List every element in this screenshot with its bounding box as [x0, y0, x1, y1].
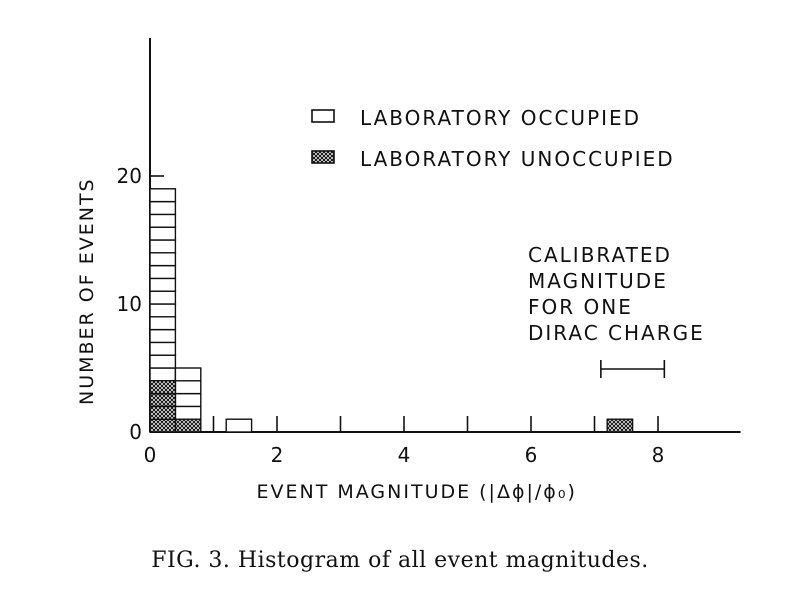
- annotation-line: FOR ONE: [528, 295, 633, 319]
- occupied-bar-cell: [149, 328, 177, 344]
- unoccupied-bar-cell: [149, 392, 177, 408]
- occupied-bar-cell: [149, 367, 177, 382]
- occupied-bar-cell: [174, 380, 202, 395]
- histogram-chart: 0 2 4 6 8 0 10 20 EVENT MAGNITUDE (|Δϕ|/ϕ₀) NUMBE…: [76, 38, 741, 503]
- occupied-bar-cell: [149, 341, 177, 356]
- y-tick-label: 10: [117, 292, 142, 316]
- legend-swatch-unoccupied: [311, 150, 335, 164]
- occupied-bar-cell: [149, 213, 177, 228]
- y-tick-label: 20: [117, 164, 142, 188]
- occupied-bar-cell: [174, 367, 202, 382]
- occupied-bar-cell: [174, 405, 202, 420]
- x-tick-label: 8: [652, 443, 665, 467]
- unoccupied-bar-cell: [149, 405, 177, 420]
- occupied-bar-cell: [149, 252, 177, 267]
- unoccupied-bar-cell: [149, 418, 177, 433]
- x-tick-label: 6: [525, 443, 538, 467]
- annotation-line: DIRAC CHARGE: [528, 321, 705, 345]
- figure-caption: FIG. 3. Histogram of all event magnitude…: [151, 548, 649, 573]
- unoccupied-bar-cell: [606, 418, 634, 433]
- x-tick-label: 0: [144, 443, 157, 467]
- y-tick-label: 0: [129, 420, 142, 444]
- occupied-bar-cell: [149, 226, 177, 241]
- legend-swatch-occupied: [311, 109, 335, 123]
- annotation-line: CALIBRATED: [528, 243, 672, 267]
- occupied-bar-cell: [149, 290, 177, 305]
- unoccupied-bar-cell: [174, 418, 202, 433]
- occupied-bar-cell: [149, 316, 177, 331]
- occupied-bar-cell: [149, 277, 177, 292]
- occupied-bar-cell: [149, 188, 177, 203]
- unoccupied-bar-cell: [149, 380, 177, 395]
- occupied-bar-cell: [174, 392, 202, 408]
- occupied-bar-cell: [225, 418, 253, 433]
- y-axis-title: NUMBER OF EVENTS: [76, 177, 98, 405]
- legend-label: LABORATORY OCCUPIED: [360, 106, 641, 130]
- occupied-bar-cell: [149, 303, 177, 318]
- occupied-bar-cell: [149, 200, 177, 216]
- x-axis-title: EVENT MAGNITUDE (|Δϕ|/ϕ₀): [257, 481, 577, 503]
- occupied-bar-cell: [149, 264, 177, 280]
- annotation-line: MAGNITUDE: [528, 269, 668, 293]
- occupied-bar-cell: [149, 239, 177, 254]
- x-tick-label: 4: [398, 443, 411, 467]
- legend-label: LABORATORY UNOCCUPIED: [360, 147, 675, 171]
- occupied-bar-cell: [149, 354, 177, 369]
- x-tick-label: 2: [271, 443, 284, 467]
